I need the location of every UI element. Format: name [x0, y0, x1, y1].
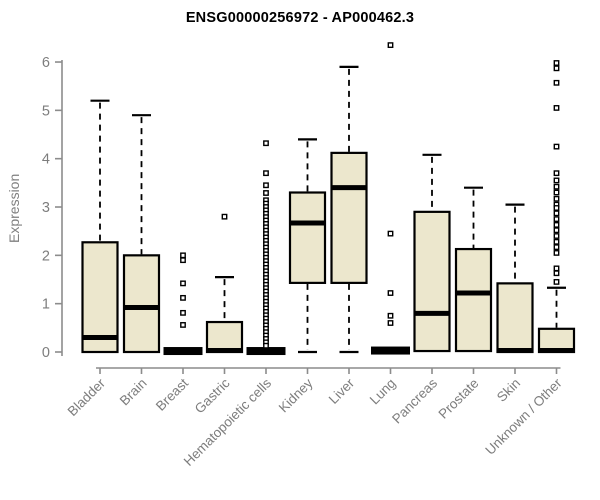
outlier-point-unknown-other: [553, 105, 560, 111]
y-tick-label: 0: [42, 345, 50, 361]
box-breast: [163, 347, 203, 356]
outlier-point-unknown-other: [553, 205, 560, 211]
outlier-point-lung: [387, 42, 394, 49]
outlier-point-gastric: [221, 213, 228, 220]
outlier-point-unknown-other: [553, 279, 560, 285]
y-tick-label: 2: [42, 248, 50, 264]
outlier-point-hematopoietic-cells: [263, 342, 269, 349]
y-tick-label: 5: [42, 103, 50, 119]
box-kidney: [288, 191, 327, 284]
outlier-point-unknown-other: [553, 177, 560, 184]
x-tick-label-skin: Skin: [494, 376, 523, 405]
outlier-point-unknown-other: [553, 210, 560, 217]
y-tick-label: 3: [42, 200, 50, 216]
outlier-point-unknown-other: [553, 195, 560, 202]
x-tick-label-liver: Liver: [326, 375, 358, 407]
outlier-point-breast: [180, 257, 186, 264]
x-tick-label-kidney: Kidney: [276, 375, 316, 415]
box-pancreas: [413, 210, 451, 353]
x-tick-label-brain: Brain: [117, 376, 150, 409]
outlier-point-unknown-other: [553, 189, 560, 196]
outlier-point-lung: [387, 312, 394, 319]
outlier-point-unknown-other: [553, 60, 560, 66]
outlier-point-breast: [180, 294, 186, 301]
outlier-point-breast: [180, 280, 186, 287]
y-tick-label: 6: [42, 55, 50, 71]
outlier-point-unknown-other: [553, 170, 560, 177]
x-tick-label-breast: Breast: [153, 375, 191, 413]
outlier-point-unknown-other: [553, 79, 560, 86]
box-lung: [371, 346, 410, 355]
outlier-point-hematopoietic-cells: [263, 170, 269, 177]
x-tick-label-bladder: Bladder: [65, 375, 109, 419]
x-tick-label-gastric: Gastric: [192, 375, 233, 416]
outlier-point-hematopoietic-cells: [263, 182, 269, 189]
outlier-point-lung: [387, 230, 394, 237]
outlier-point-breast: [180, 322, 186, 328]
outlier-point-hematopoietic-cells: [263, 140, 269, 147]
box-bladder: [81, 241, 119, 354]
box-gastric: [205, 320, 244, 354]
outlier-point-lung: [387, 290, 394, 296]
x-tick-label-lung: Lung: [367, 376, 399, 408]
chart-title: ENSG00000256972 - AP000462.3: [185, 10, 415, 26]
outlier-point-unknown-other: [553, 244, 560, 251]
outlier-point-unknown-other: [553, 143, 560, 150]
outlier-point-unknown-other: [553, 238, 560, 245]
outlier-point-unknown-other: [553, 221, 560, 228]
outlier-point-unknown-other: [553, 270, 560, 277]
outlier-point-unknown-other: [553, 183, 560, 190]
outlier-point-breast: [180, 309, 186, 316]
y-tick-label: 1: [42, 297, 50, 313]
outlier-point-unknown-other: [553, 233, 560, 239]
x-tick-label-pancreas: Pancreas: [389, 375, 440, 426]
outlier-point-unknown-other: [553, 216, 560, 222]
box-liver: [330, 151, 368, 284]
y-tick-label: 4: [42, 152, 50, 168]
outlier-point-unknown-other: [553, 65, 560, 72]
outlier-point-unknown-other: [553, 227, 560, 234]
box-skin: [496, 282, 534, 354]
x-tick-label-prostate: Prostate: [435, 376, 481, 422]
box-prostate: [454, 247, 493, 353]
x-tick-label-unknown-other: Unknown / Other: [482, 375, 565, 458]
outlier-point-unknown-other: [553, 250, 560, 256]
box-hematopoietic-cells: [246, 347, 286, 356]
outlier-point-lung: [387, 320, 394, 326]
box-brain: [122, 254, 161, 354]
outlier-point-breast: [180, 252, 186, 259]
outlier-point-unknown-other: [553, 265, 560, 272]
outlier-point-hematopoietic-cells: [263, 190, 269, 196]
